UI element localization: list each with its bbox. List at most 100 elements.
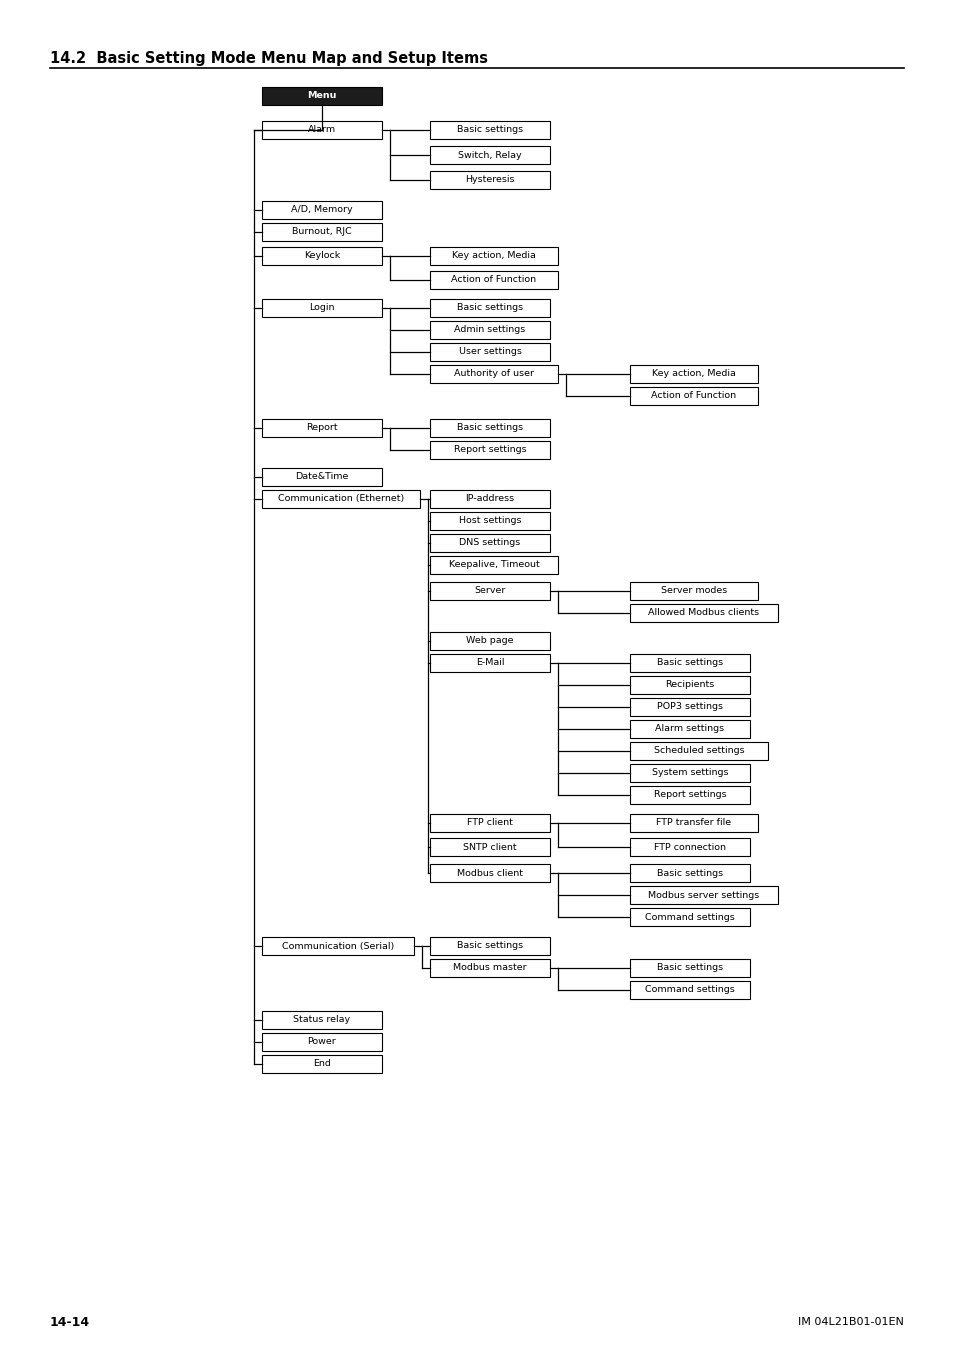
Text: Basic settings: Basic settings — [456, 941, 522, 950]
Bar — [430, 418, 550, 437]
Text: Report settings: Report settings — [454, 446, 526, 455]
Bar — [262, 86, 381, 105]
Bar — [262, 418, 381, 437]
Bar — [430, 247, 558, 265]
Bar — [430, 298, 550, 317]
Text: Allowed Modbus clients: Allowed Modbus clients — [648, 609, 759, 617]
Text: Server modes: Server modes — [660, 586, 726, 595]
Bar — [629, 838, 749, 856]
Text: Recipients: Recipients — [664, 680, 714, 690]
Text: DNS settings: DNS settings — [459, 539, 520, 548]
Text: Server: Server — [474, 586, 505, 595]
Bar — [262, 201, 381, 219]
Text: SNTP client: SNTP client — [463, 842, 517, 852]
Text: Report settings: Report settings — [653, 791, 725, 799]
Text: Modbus master: Modbus master — [453, 964, 526, 972]
Text: End: End — [313, 1060, 331, 1068]
Bar — [430, 535, 550, 552]
Text: Basic settings: Basic settings — [456, 304, 522, 312]
Text: Modbus client: Modbus client — [456, 868, 522, 878]
Bar — [629, 981, 749, 999]
Text: Alarm settings: Alarm settings — [655, 725, 723, 733]
Text: Host settings: Host settings — [458, 517, 520, 525]
Bar — [430, 864, 550, 882]
Text: FTP client: FTP client — [467, 818, 513, 828]
Bar — [629, 676, 749, 694]
Bar — [430, 490, 550, 508]
Bar — [430, 958, 550, 977]
Bar — [629, 909, 749, 926]
Bar — [629, 814, 758, 832]
Text: Power: Power — [307, 1038, 336, 1046]
Text: Burnout, RJC: Burnout, RJC — [292, 228, 352, 236]
Text: Alarm: Alarm — [308, 126, 335, 135]
Bar — [430, 122, 550, 139]
Bar — [629, 786, 749, 805]
Bar — [262, 468, 381, 486]
Text: E-Mail: E-Mail — [476, 659, 504, 667]
Bar — [430, 321, 550, 339]
Bar — [430, 364, 558, 383]
Text: Key action, Media: Key action, Media — [652, 370, 735, 378]
Bar — [629, 720, 749, 738]
Bar — [430, 632, 550, 649]
Bar — [430, 271, 558, 289]
Text: FTP connection: FTP connection — [654, 842, 725, 852]
Bar — [262, 937, 414, 954]
Text: Modbus server settings: Modbus server settings — [648, 891, 759, 899]
Bar — [629, 582, 758, 599]
Bar — [629, 743, 767, 760]
Text: Action of Function: Action of Function — [651, 392, 736, 401]
Bar — [629, 653, 749, 672]
Bar — [629, 387, 758, 405]
Text: Report: Report — [306, 424, 337, 432]
Bar — [262, 1033, 381, 1052]
Bar — [629, 958, 749, 977]
Bar — [262, 298, 381, 317]
Text: Switch, Relay: Switch, Relay — [457, 150, 521, 159]
Text: Authority of user: Authority of user — [454, 370, 534, 378]
Bar — [430, 838, 550, 856]
Bar — [262, 1011, 381, 1029]
Bar — [629, 864, 749, 882]
Bar — [430, 512, 550, 531]
Text: Login: Login — [309, 304, 335, 312]
Text: Action of Function: Action of Function — [451, 275, 536, 285]
Text: Keylock: Keylock — [304, 251, 340, 261]
Bar — [629, 364, 758, 383]
Bar — [262, 223, 381, 242]
Text: Menu: Menu — [307, 92, 336, 100]
Text: 14.2  Basic Setting Mode Menu Map and Setup Items: 14.2 Basic Setting Mode Menu Map and Set… — [50, 50, 488, 66]
Text: POP3 settings: POP3 settings — [657, 702, 722, 711]
Text: Admin settings: Admin settings — [454, 325, 525, 335]
Text: Communication (Ethernet): Communication (Ethernet) — [277, 494, 404, 504]
Text: Date&Time: Date&Time — [295, 472, 349, 482]
Bar — [430, 343, 550, 360]
Text: A/D, Memory: A/D, Memory — [291, 205, 353, 215]
Bar — [262, 122, 381, 139]
Bar — [430, 653, 550, 672]
Text: IP-address: IP-address — [465, 494, 514, 504]
Text: Basic settings: Basic settings — [657, 964, 722, 972]
Text: FTP transfer file: FTP transfer file — [656, 818, 731, 828]
Bar — [430, 556, 558, 574]
Text: Basic settings: Basic settings — [456, 126, 522, 135]
Bar — [262, 247, 381, 265]
Text: Web page: Web page — [466, 636, 514, 645]
Text: IM 04L21B01-01EN: IM 04L21B01-01EN — [798, 1318, 903, 1327]
Bar — [629, 764, 749, 782]
Bar — [262, 490, 419, 508]
Bar — [430, 937, 550, 954]
Bar — [430, 146, 550, 163]
Text: User settings: User settings — [458, 347, 521, 356]
Text: Keepalive, Timeout: Keepalive, Timeout — [448, 560, 538, 570]
Bar — [629, 886, 778, 904]
Bar — [430, 171, 550, 189]
Text: Key action, Media: Key action, Media — [452, 251, 536, 261]
Bar — [430, 441, 550, 459]
Text: Status relay: Status relay — [294, 1015, 350, 1025]
Text: Basic settings: Basic settings — [456, 424, 522, 432]
Text: Communication (Serial): Communication (Serial) — [281, 941, 394, 950]
Bar — [430, 582, 550, 599]
Text: Basic settings: Basic settings — [657, 868, 722, 878]
